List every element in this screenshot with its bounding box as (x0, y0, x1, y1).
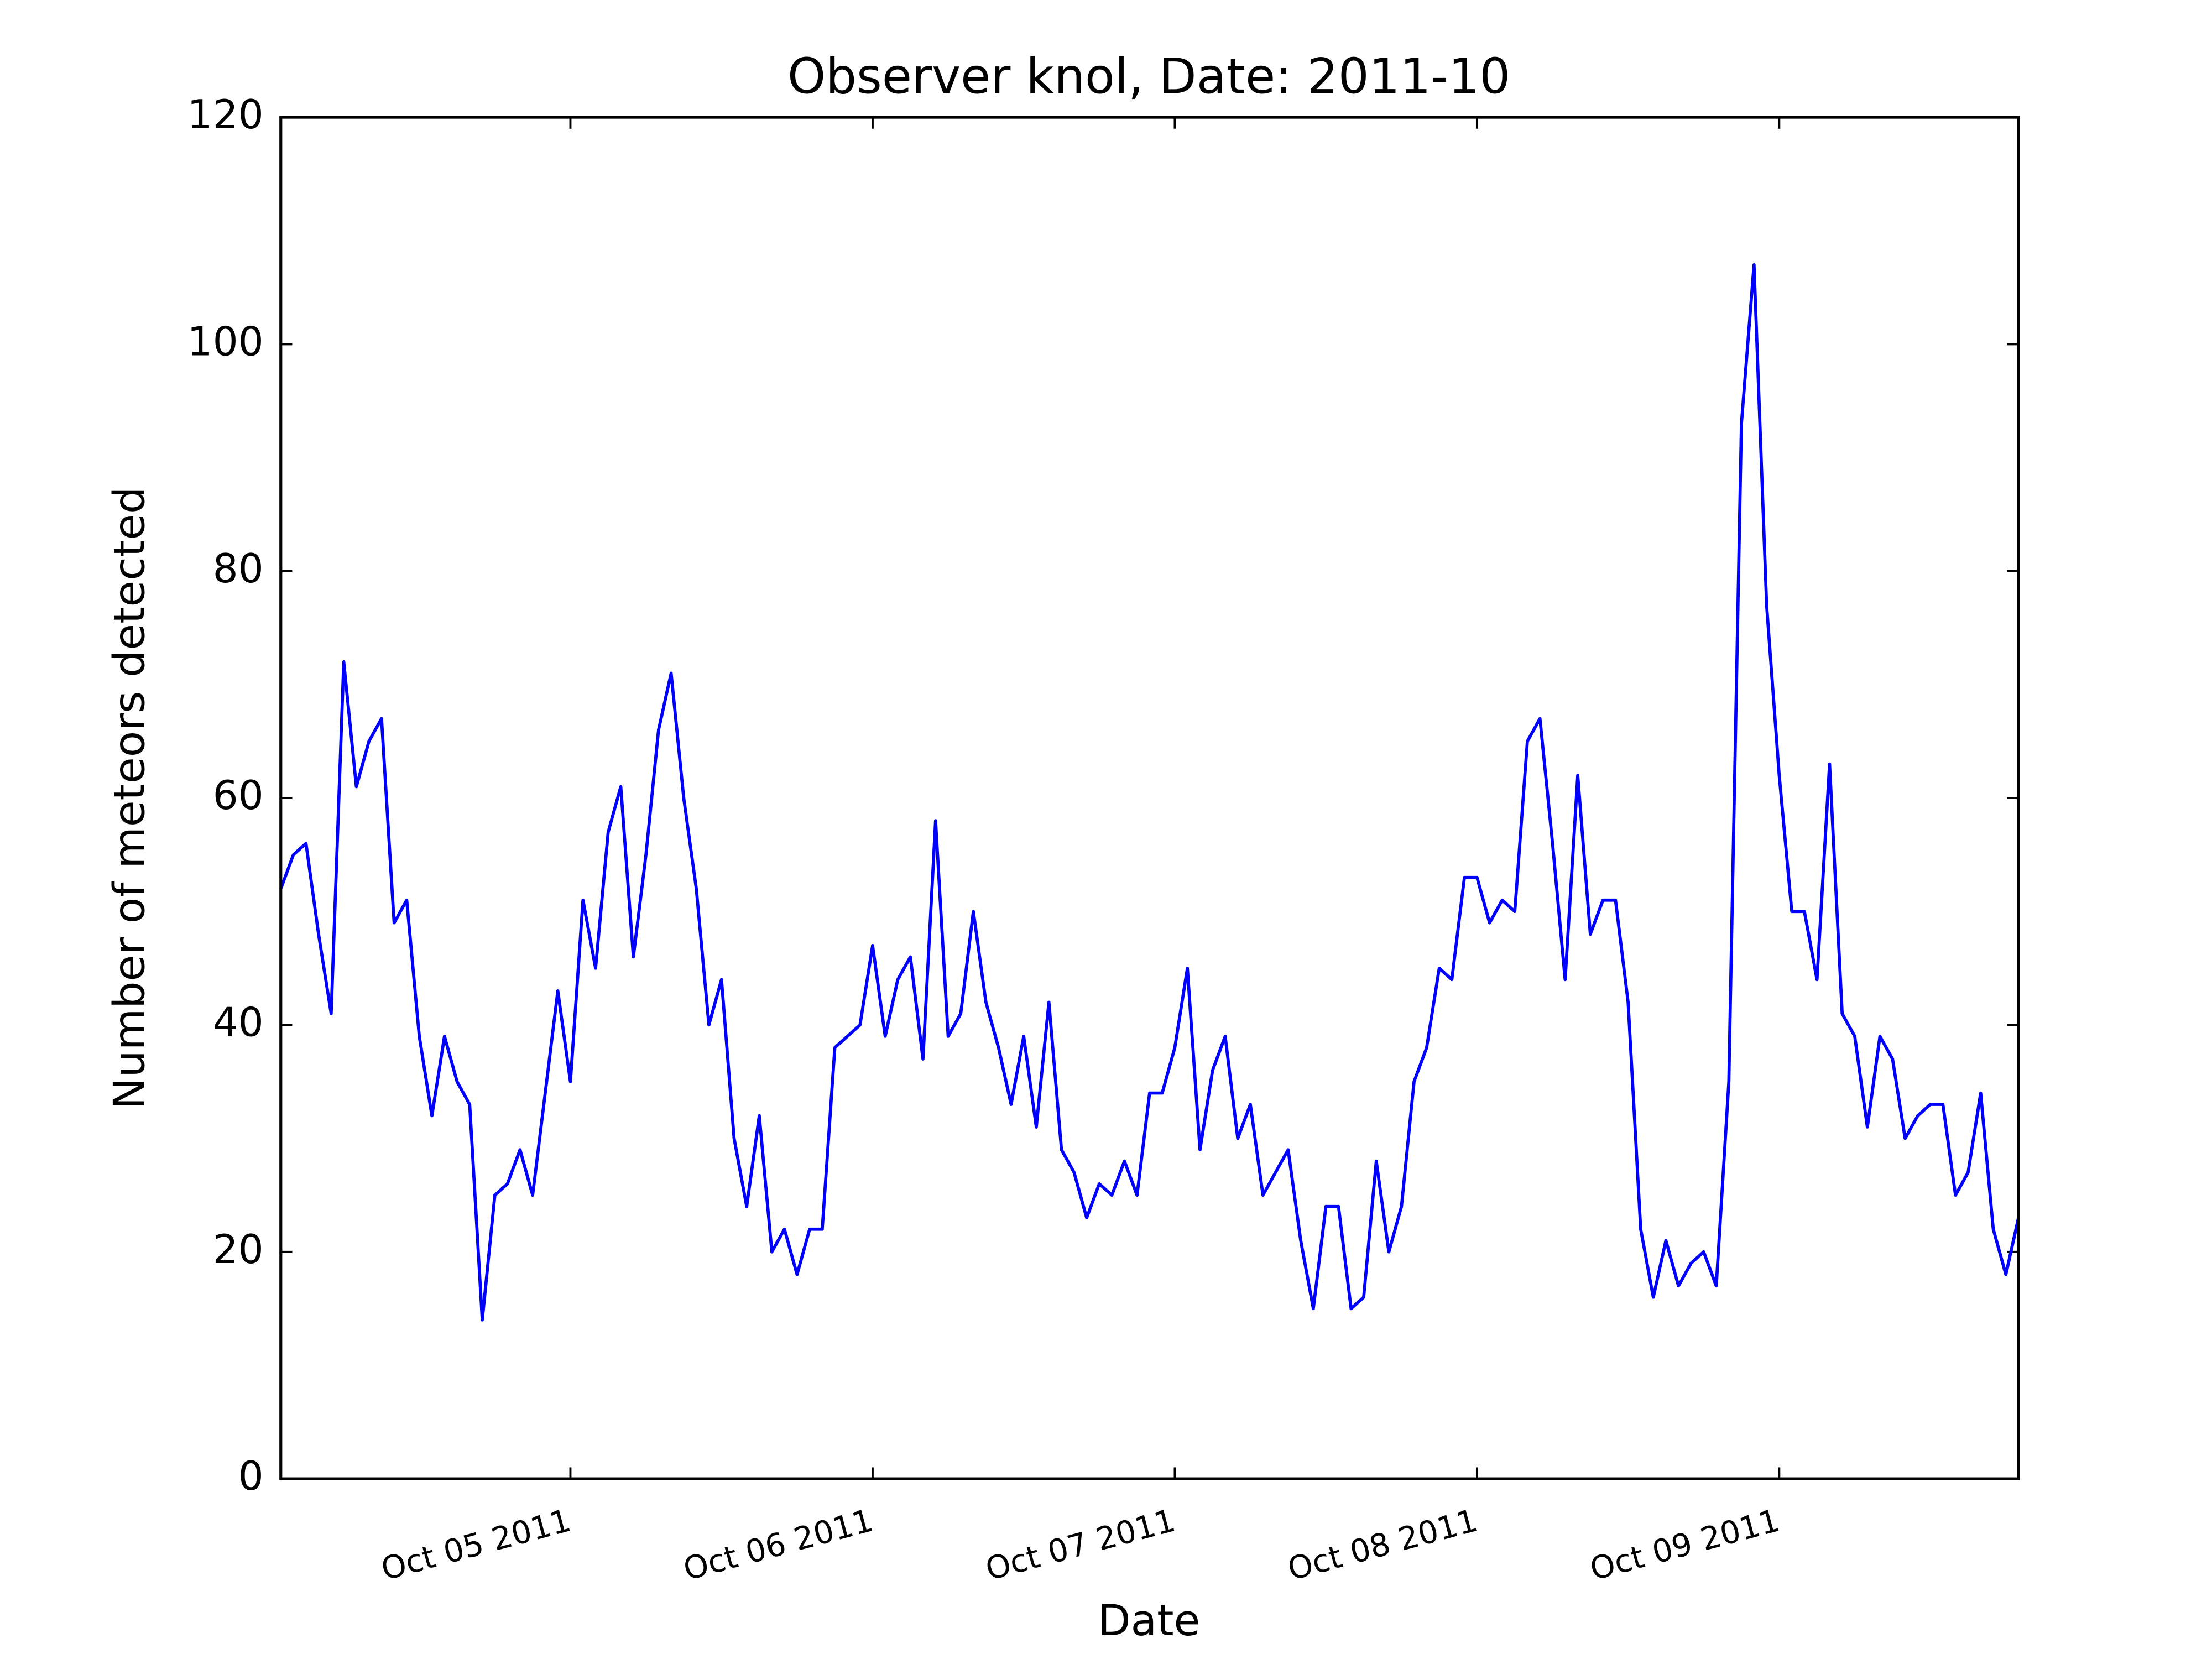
y-tick-label: 60 (213, 773, 264, 819)
x-tick-label: Oct 07 2011 (982, 1503, 1179, 1588)
y-tick-label: 40 (213, 999, 264, 1046)
y-axis-label: Number of meteors detected (105, 487, 154, 1110)
y-tick-label: 80 (213, 546, 264, 592)
x-tick-label: Oct 05 2011 (377, 1503, 575, 1588)
y-tick-label: 100 (187, 319, 264, 365)
x-tick-label: Oct 08 2011 (1284, 1503, 1481, 1588)
y-tick-label: 120 (187, 92, 264, 138)
x-tick-label: Oct 06 2011 (680, 1503, 877, 1588)
y-tick-label: 0 (238, 1453, 264, 1500)
chart-title: Observer knol, Date: 2011-10 (787, 48, 1510, 105)
data-line (279, 263, 2020, 1322)
x-axis-label: Date (1098, 1596, 1200, 1646)
y-tick-label: 20 (213, 1227, 264, 1273)
x-tick-label: Oct 09 2011 (1586, 1503, 1783, 1588)
plot-frame (279, 116, 2020, 1480)
